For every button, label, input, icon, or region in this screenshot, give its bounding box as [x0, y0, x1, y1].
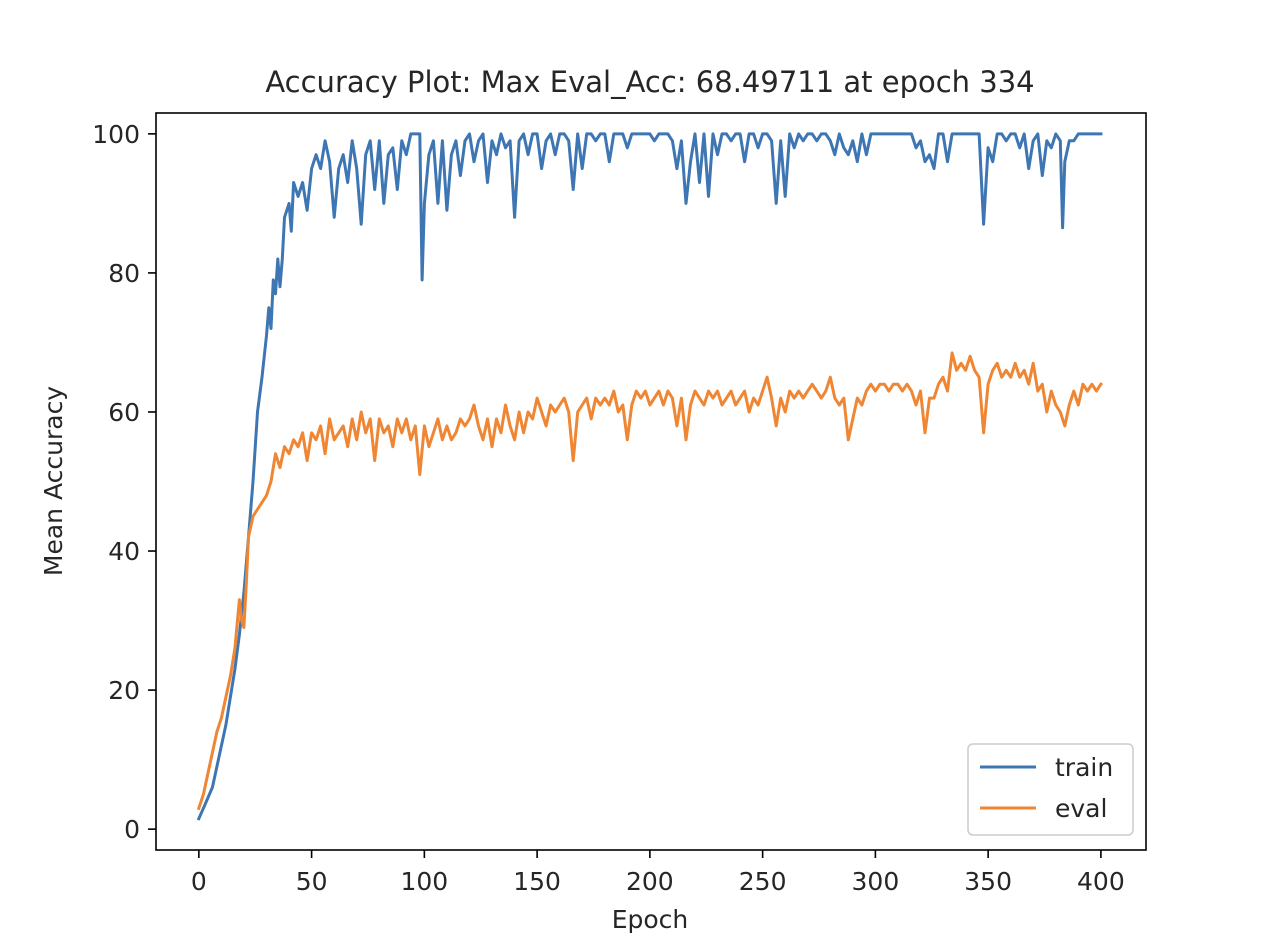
- x-tick-label: 300: [852, 867, 900, 896]
- legend: train eval: [967, 743, 1134, 836]
- y-axis-ticks: 0 20 40 60 80 100: [92, 120, 156, 844]
- y-tick-label: 80: [108, 259, 140, 288]
- x-tick-label: 50: [296, 867, 328, 896]
- plot-frame: [155, 112, 1147, 851]
- series-line-train: [196, 132, 1103, 821]
- x-tick-label: 100: [401, 867, 449, 896]
- y-axis-label: Mean Accuracy: [39, 386, 68, 576]
- x-tick-label: 150: [513, 867, 561, 896]
- x-tick-label: 250: [739, 867, 787, 896]
- legend-label-train: train: [1055, 753, 1113, 782]
- legend-label-eval: eval: [1055, 794, 1107, 823]
- y-tick-label: 40: [108, 537, 140, 566]
- y-tick-label: 20: [108, 676, 140, 705]
- y-tick-label: 100: [92, 120, 140, 149]
- x-tick-label: 400: [1077, 867, 1125, 896]
- y-tick-label: 0: [124, 815, 140, 844]
- x-tick-label: 200: [626, 867, 674, 896]
- x-axis-ticks: 0 50 100 150 200 250 300 350 400: [191, 850, 1125, 896]
- series-layer: [196, 132, 1103, 821]
- x-axis-label: Epoch: [612, 905, 689, 934]
- series-line-eval: [196, 351, 1103, 811]
- chart-title: Accuracy Plot: Max Eval_Acc: 68.49711 at…: [265, 65, 1034, 99]
- x-tick-label: 350: [964, 867, 1012, 896]
- y-tick-label: 60: [108, 398, 140, 427]
- x-tick-label: 0: [191, 867, 207, 896]
